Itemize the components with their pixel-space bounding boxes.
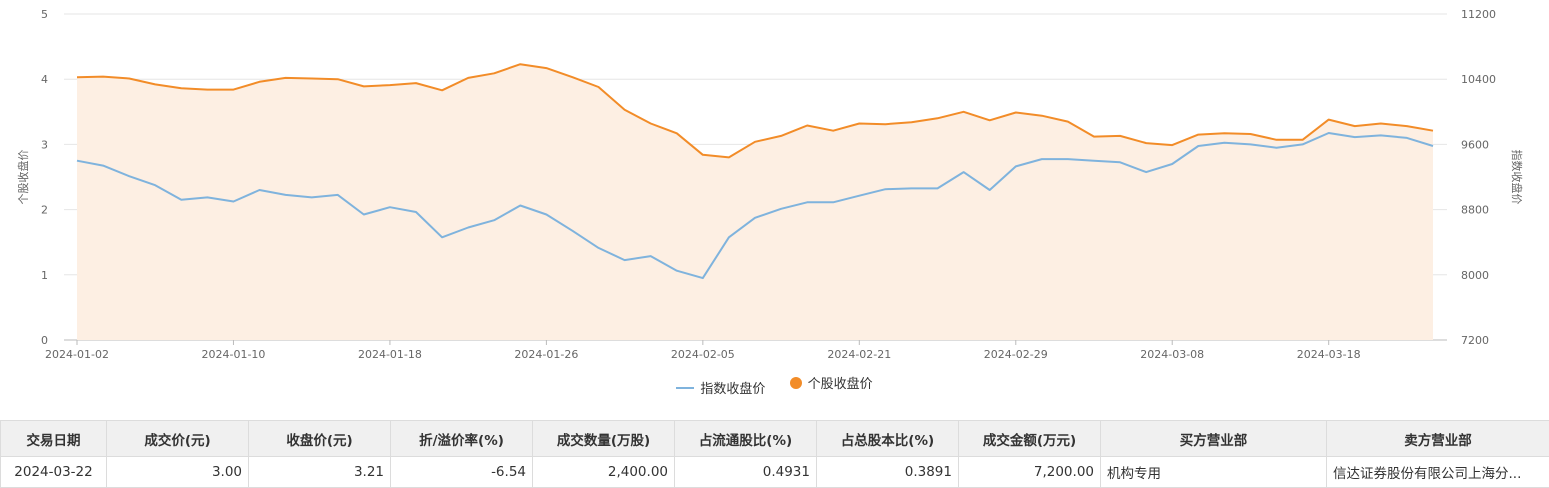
- cell-premium-rate: -6.54: [391, 457, 533, 488]
- table-row: 2024-03-22 3.00 3.21 -6.54 2,400.00 0.49…: [1, 457, 1549, 488]
- legend-swatch-index: [676, 387, 694, 389]
- col-header-trade-price[interactable]: 成交价(元): [107, 421, 249, 457]
- y-left-tick-label: 2: [41, 204, 48, 217]
- x-tick-label: 2024-02-05: [671, 348, 735, 361]
- y-left-tick-label: 4: [41, 73, 48, 86]
- legend-item-index[interactable]: 指数收盘价: [676, 378, 765, 397]
- block-trade-table: 交易日期 成交价(元) 收盘价(元) 折/溢价率(%) 成交数量(万股) 占流通…: [0, 420, 1549, 488]
- cell-close-price: 3.21: [249, 457, 391, 488]
- y-right-tick-label: 8800: [1461, 204, 1489, 217]
- chart-legend[interactable]: 指数收盘价 个股收盘价: [0, 373, 1549, 397]
- y-left-tick-label: 1: [41, 269, 48, 282]
- col-header-close-price[interactable]: 收盘价(元): [249, 421, 391, 457]
- y-right-tick-label: 9600: [1461, 138, 1489, 151]
- y-left-tick-label: 3: [41, 138, 48, 151]
- col-header-premium-rate[interactable]: 折/溢价率(%): [391, 421, 533, 457]
- col-header-seller[interactable]: 卖方营业部: [1327, 421, 1549, 457]
- stock-price-area: [77, 64, 1433, 340]
- cell-buyer[interactable]: 机构专用: [1101, 457, 1327, 488]
- col-header-total-ratio[interactable]: 占总股本比(%): [817, 421, 959, 457]
- col-header-amount[interactable]: 成交金额(万元): [959, 421, 1101, 457]
- cell-float-ratio: 0.4931: [675, 457, 817, 488]
- col-header-buyer[interactable]: 买方营业部: [1101, 421, 1327, 457]
- y-right-tick-label: 8000: [1461, 269, 1489, 282]
- y-right-tick-label: 11200: [1461, 8, 1496, 21]
- col-header-float-ratio[interactable]: 占流通股比(%): [675, 421, 817, 457]
- y-right-tick-label: 10400: [1461, 73, 1496, 86]
- x-tick-label: 2024-01-10: [201, 348, 265, 361]
- cell-seller[interactable]: 信达证券股份有限公司上海分...: [1327, 457, 1549, 488]
- cell-volume: 2,400.00: [533, 457, 675, 488]
- legend-label-index: 指数收盘价: [700, 378, 765, 397]
- dual-axis-line-chart: 01234572008000880096001040011200个股收盘价指数收…: [0, 0, 1549, 420]
- table-header-row: 交易日期 成交价(元) 收盘价(元) 折/溢价率(%) 成交数量(万股) 占流通…: [1, 421, 1549, 457]
- cell-total-ratio: 0.3891: [817, 457, 959, 488]
- y-right-axis-title: 指数收盘价: [1510, 150, 1524, 205]
- cell-trade-price: 3.00: [107, 457, 249, 488]
- x-tick-label: 2024-03-08: [1140, 348, 1204, 361]
- y-left-tick-label: 5: [41, 8, 48, 21]
- y-left-tick-label: 0: [41, 334, 48, 347]
- x-tick-label: 2024-02-29: [984, 348, 1048, 361]
- legend-label-stock: 个股收盘价: [808, 373, 873, 392]
- x-tick-label: 2024-03-18: [1297, 348, 1361, 361]
- cell-trade-date: 2024-03-22: [1, 457, 107, 488]
- legend-swatch-stock: [790, 377, 802, 389]
- x-tick-label: 2024-01-18: [358, 348, 422, 361]
- x-tick-label: 2024-01-26: [514, 348, 578, 361]
- x-tick-label: 2024-02-21: [827, 348, 891, 361]
- y-right-tick-label: 7200: [1461, 334, 1489, 347]
- legend-item-stock[interactable]: 个股收盘价: [790, 373, 873, 392]
- y-left-axis-title: 个股收盘价: [16, 150, 30, 205]
- col-header-volume[interactable]: 成交数量(万股): [533, 421, 675, 457]
- col-header-trade-date[interactable]: 交易日期: [1, 421, 107, 457]
- x-tick-label: 2024-01-02: [45, 348, 109, 361]
- cell-amount: 7,200.00: [959, 457, 1101, 488]
